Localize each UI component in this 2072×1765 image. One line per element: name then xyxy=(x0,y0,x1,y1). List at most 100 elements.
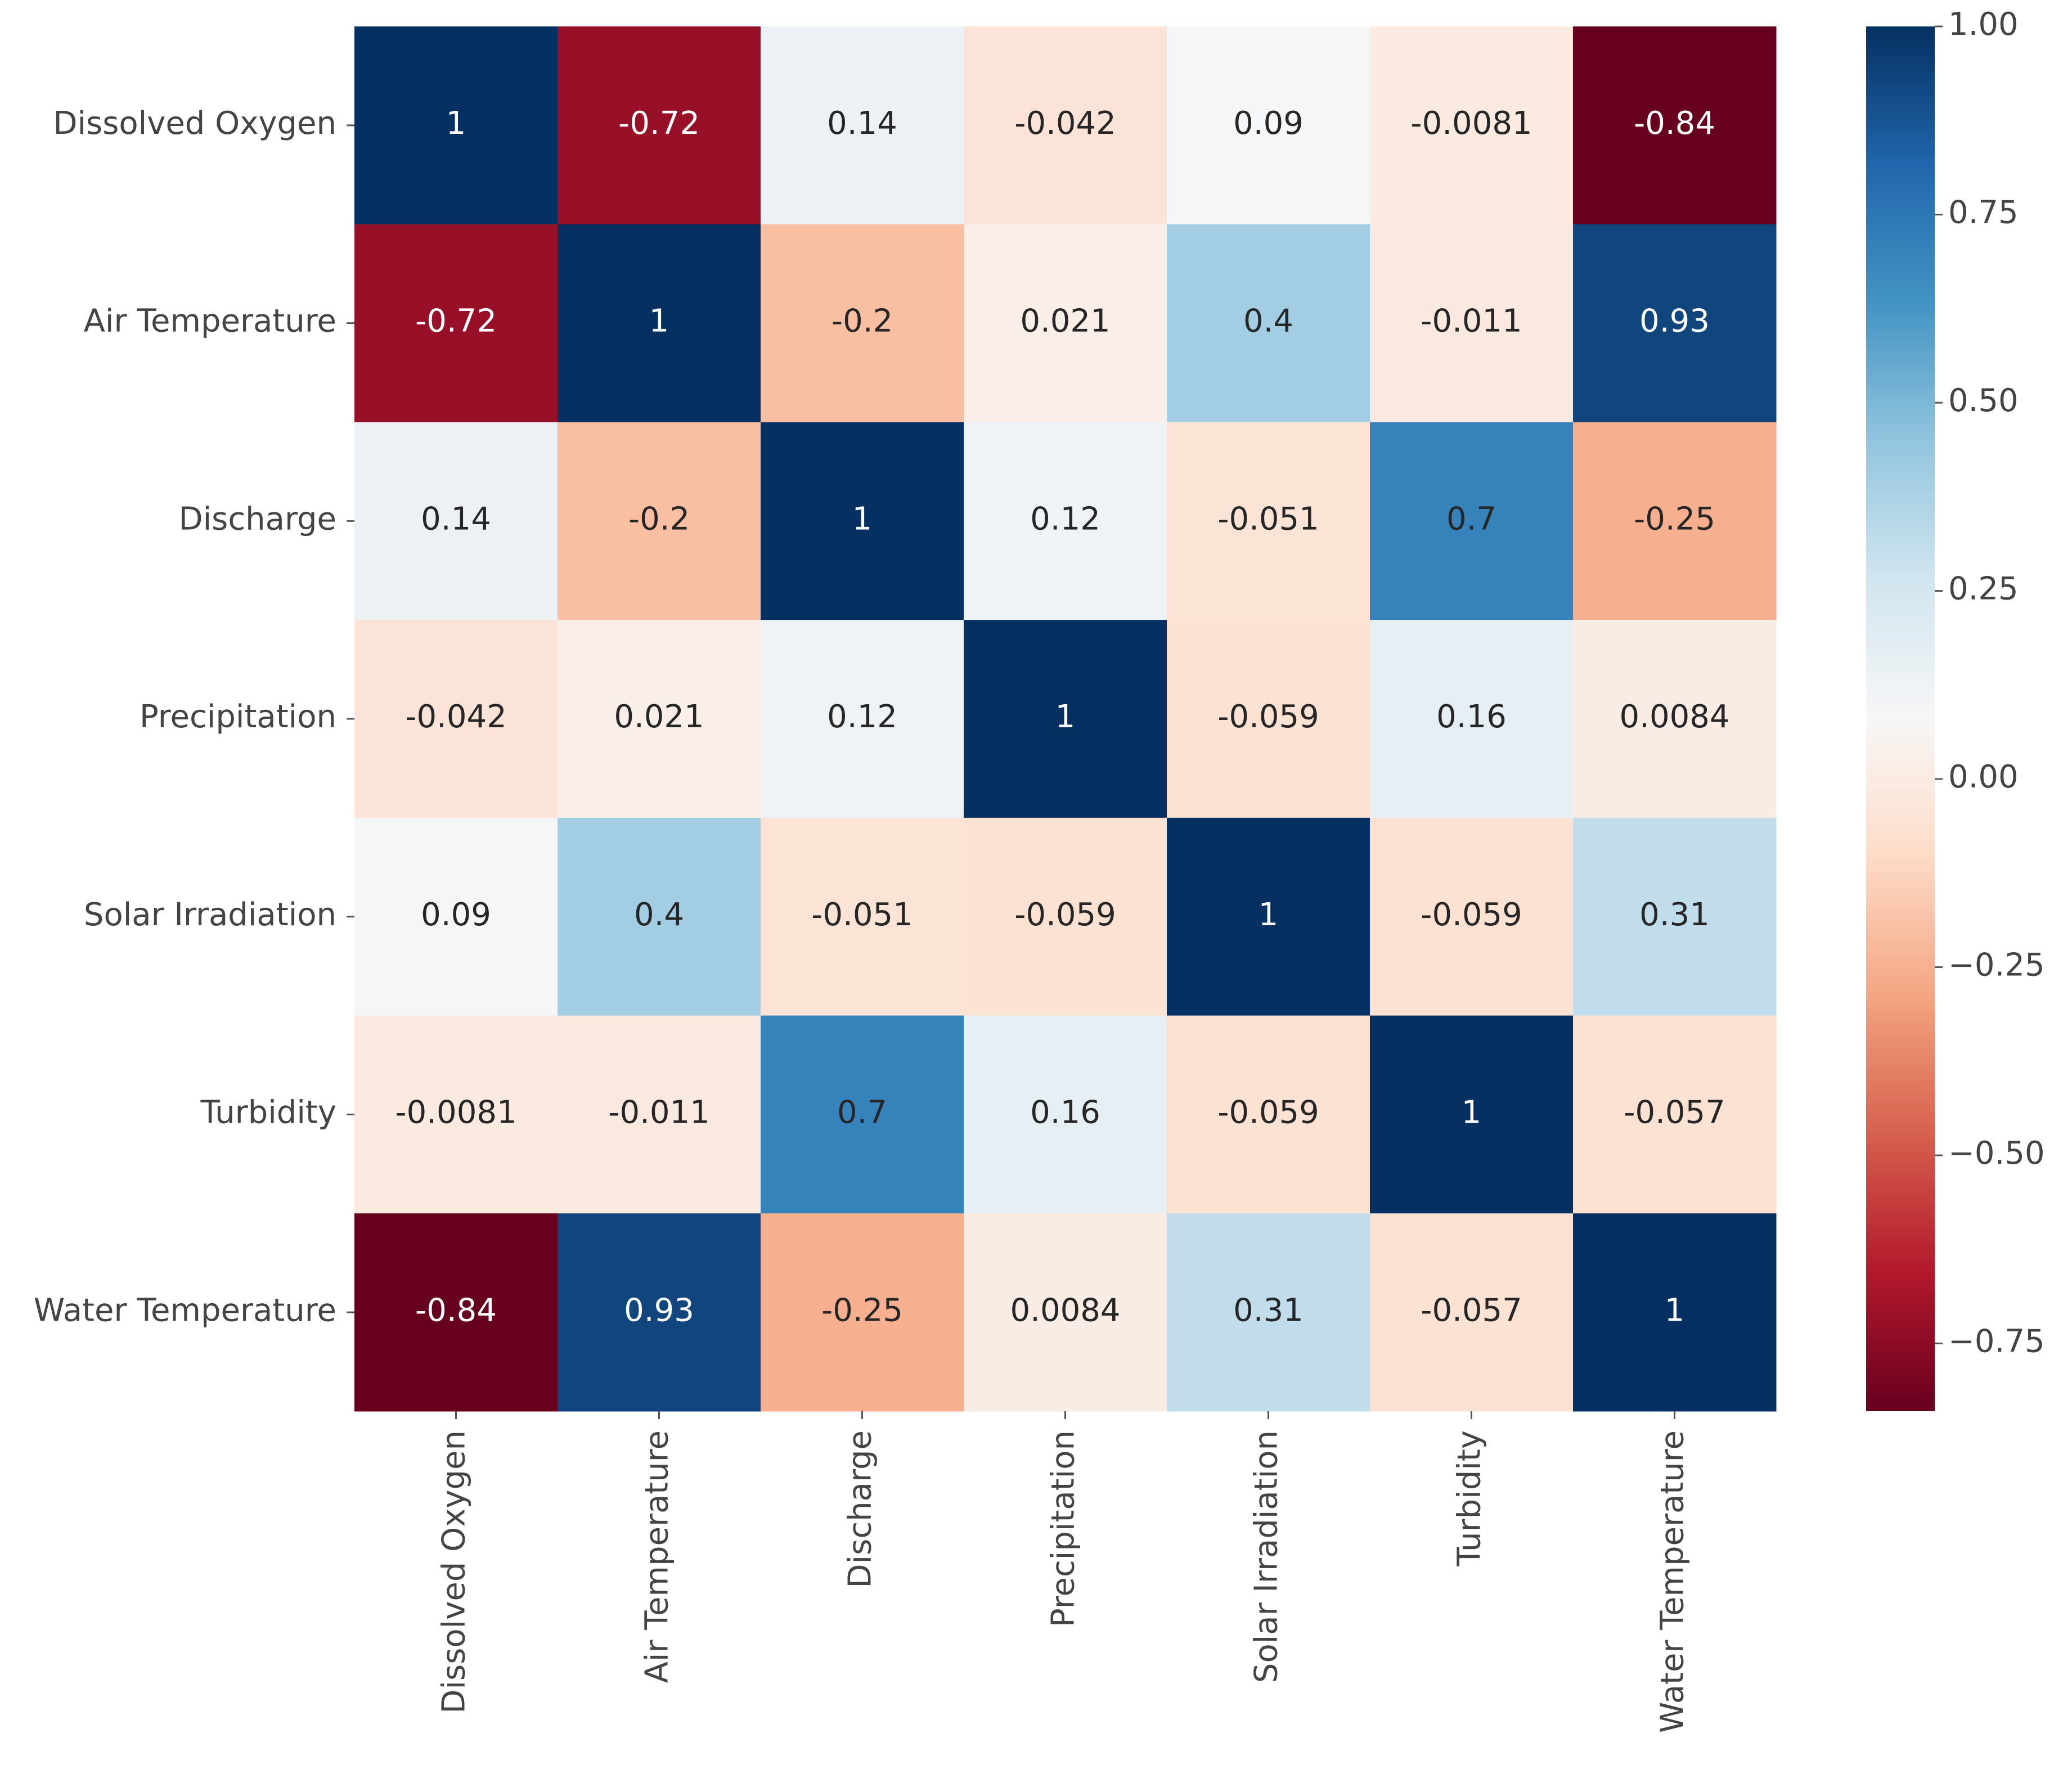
cell-label: -0.2 xyxy=(832,303,893,340)
cell-label: 0.31 xyxy=(1233,1292,1304,1329)
cell xyxy=(558,1213,761,1412)
cell xyxy=(761,1015,964,1214)
cell xyxy=(1573,1213,1777,1412)
cell xyxy=(964,620,1167,818)
cell xyxy=(558,422,761,620)
cell-label: 1 xyxy=(649,303,669,340)
cell-label: -0.25 xyxy=(821,1292,903,1329)
x-tick-label: Discharge xyxy=(842,1430,879,1588)
cell xyxy=(964,1213,1167,1412)
cell-label: 1 xyxy=(1462,1095,1482,1131)
cell xyxy=(558,620,761,818)
cell-label: 1 xyxy=(852,501,873,537)
cell-label: -0.057 xyxy=(1421,1292,1522,1329)
cell xyxy=(964,422,1167,620)
cell-label: 0.16 xyxy=(1030,1095,1100,1131)
y-tick-label: Air Temperature xyxy=(84,303,336,340)
cell xyxy=(1573,224,1777,422)
cell-label: -0.011 xyxy=(608,1095,710,1131)
cell xyxy=(1573,26,1777,225)
cell xyxy=(1573,422,1777,620)
cell-label: -0.84 xyxy=(415,1292,497,1329)
x-tick-label: Solar Irradiation xyxy=(1248,1430,1285,1683)
cell-label: -0.0081 xyxy=(395,1095,516,1131)
cell xyxy=(964,26,1167,225)
cell-label: 0.7 xyxy=(1446,501,1496,537)
colorbar-tick-label: 0.75 xyxy=(1948,195,2019,231)
cell xyxy=(761,817,964,1016)
cell-label: 1 xyxy=(446,105,466,142)
cell-label: -0.25 xyxy=(1634,501,1715,537)
cell-label: 0.12 xyxy=(827,699,897,735)
cell xyxy=(1167,26,1370,225)
colorbar-tick-label: 0.50 xyxy=(1948,382,2019,419)
colorbar-tick-label: −0.25 xyxy=(1948,947,2045,984)
cell-label: 1 xyxy=(1259,897,1279,933)
x-tick-label: Turbidity xyxy=(1451,1430,1488,1567)
cell-label: -0.051 xyxy=(1217,501,1319,537)
x-tick-label: Air Temperature xyxy=(639,1430,676,1683)
cell xyxy=(964,224,1167,422)
cell-label: 1 xyxy=(1055,699,1076,735)
cell-label: 0.31 xyxy=(1639,897,1710,933)
cell-label: 0.16 xyxy=(1436,699,1507,735)
cell xyxy=(1370,817,1574,1016)
colorbar-tick-label: −0.50 xyxy=(1948,1135,2045,1172)
cell-label: 0.09 xyxy=(421,897,491,933)
y-tick-label: Solar Irradiation xyxy=(84,897,336,933)
cell-label: 1 xyxy=(1665,1292,1685,1329)
cell xyxy=(1370,224,1574,422)
cell-label: 0.4 xyxy=(1243,303,1293,340)
cell-label: -0.72 xyxy=(618,105,700,142)
cell-label: 0.0084 xyxy=(1620,699,1730,735)
y-tick-label: Dissolved Oxygen xyxy=(53,105,336,142)
cell xyxy=(761,422,964,620)
cell-label: -0.059 xyxy=(1421,897,1522,933)
cell-label: 0.021 xyxy=(1020,303,1110,340)
cell xyxy=(354,26,558,225)
cell xyxy=(1573,1015,1777,1214)
colorbar-tick-label: −0.75 xyxy=(1948,1323,2045,1360)
cell xyxy=(1370,620,1574,818)
cell-label: 0.4 xyxy=(634,897,684,933)
y-tick-label: Discharge xyxy=(179,501,337,537)
cell xyxy=(1167,224,1370,422)
cell-label: -0.057 xyxy=(1624,1095,1725,1131)
y-tick-label: Turbidity xyxy=(200,1095,336,1131)
colorbar xyxy=(1866,26,1935,1411)
cell-label: 0.93 xyxy=(1639,303,1710,340)
cell xyxy=(1370,26,1574,225)
cell xyxy=(558,1015,761,1214)
cell xyxy=(1167,1015,1370,1214)
colorbar-tick-label: 0.00 xyxy=(1948,759,2019,795)
cell-label: -0.0081 xyxy=(1410,105,1532,142)
cell-label: -0.042 xyxy=(405,699,507,735)
cell-label: -0.72 xyxy=(415,303,497,340)
cell-label: -0.011 xyxy=(1421,303,1522,340)
y-tick-label: Precipitation xyxy=(140,699,336,735)
cell xyxy=(354,1015,558,1214)
cell xyxy=(354,620,558,818)
cell-label: 0.09 xyxy=(1233,105,1304,142)
x-tick-label: Precipitation xyxy=(1045,1430,1082,1627)
cell-label: 0.14 xyxy=(421,501,491,537)
cell xyxy=(1370,422,1574,620)
x-tick-label: Dissolved Oxygen xyxy=(436,1430,473,1714)
cell-label: -0.2 xyxy=(628,501,690,537)
cell xyxy=(558,26,761,225)
colorbar-tick-label: 1.00 xyxy=(1948,6,2019,43)
cell xyxy=(558,817,761,1016)
cell xyxy=(1167,1213,1370,1412)
cell-label: 0.0084 xyxy=(1010,1292,1121,1329)
cell xyxy=(1167,422,1370,620)
cell xyxy=(761,26,964,225)
cell-label: -0.059 xyxy=(1217,1095,1319,1131)
cell xyxy=(354,224,558,422)
cell-label: 0.021 xyxy=(614,699,704,735)
cell xyxy=(964,1015,1167,1214)
cell xyxy=(354,1213,558,1412)
cell xyxy=(1573,817,1777,1016)
cell-label: -0.051 xyxy=(811,897,913,933)
